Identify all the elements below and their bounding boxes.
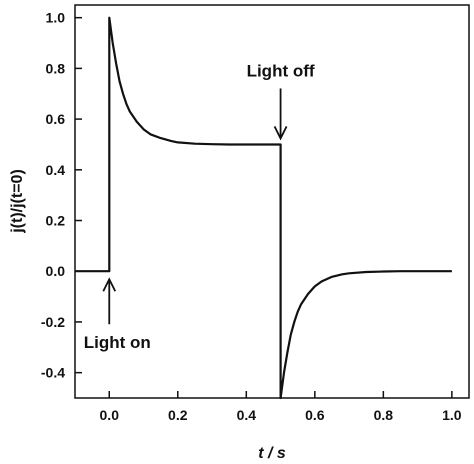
y-tick-label: 1.0 xyxy=(46,10,66,26)
y-tick-label: 0.2 xyxy=(46,213,66,229)
x-axis-label: t / s xyxy=(258,445,286,462)
annotation-arrowhead xyxy=(273,126,288,141)
x-tick-label: 1.0 xyxy=(442,407,462,423)
y-tick-label: -0.2 xyxy=(41,314,65,330)
x-tick-label: 0.8 xyxy=(374,407,394,423)
annotation-label: Light off xyxy=(247,61,315,80)
annotations: Light off Light on xyxy=(84,61,315,352)
axis-tick-labels: 0.0 0.2 0.4 0.6 0.8 1.0 -0.4 -0.2 0.0 0.2 0.4 0.6 0.… xyxy=(41,10,462,423)
plot-frame xyxy=(74,4,470,399)
series-line xyxy=(75,16,452,400)
y-tick-label: 0.0 xyxy=(46,263,66,279)
x-tick-label: 0.2 xyxy=(168,407,188,423)
x-tick-label: 0.6 xyxy=(305,407,325,423)
annotation-arrowhead xyxy=(102,277,117,292)
x-tick-label: 0.0 xyxy=(100,407,120,423)
y-tick-label: 0.4 xyxy=(46,162,66,178)
y-tick-label: 0.6 xyxy=(46,111,66,127)
y-tick-label: -0.4 xyxy=(41,365,65,381)
annotation-light-on: Light on xyxy=(84,277,151,352)
y-tick-label: 0.8 xyxy=(46,60,66,76)
y-axis-label: j(t)/j(t=0) xyxy=(9,169,26,234)
x-tick-label: 0.4 xyxy=(237,407,257,423)
annotation-label: Light on xyxy=(84,333,151,352)
annotation-light-off: Light off xyxy=(247,61,315,141)
